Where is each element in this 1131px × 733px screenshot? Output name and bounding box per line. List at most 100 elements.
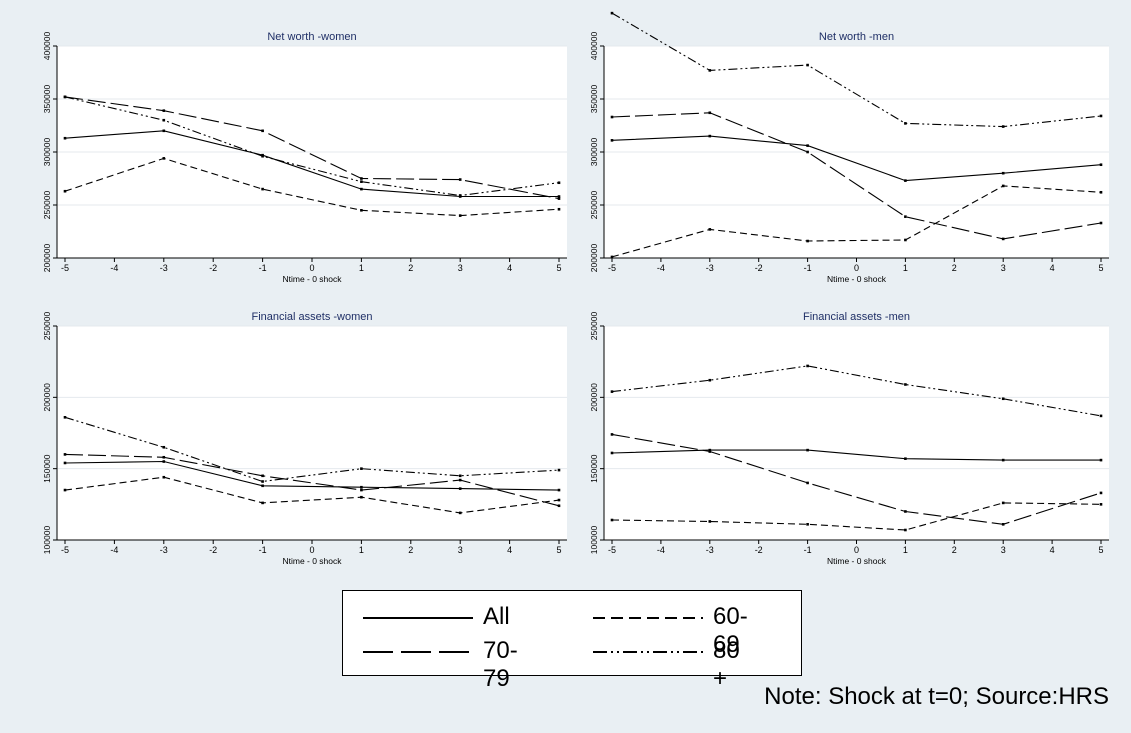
panel-3: Financial assets -women -5 -4 -3 -2 -1 0 1 2 3 4 5 N… [42, 311, 567, 566]
panel-2-series-80-plus-point [806, 63, 809, 67]
panel-4-x-tick-label: -3 [706, 545, 714, 555]
panel-3-series-70-79-point [458, 478, 462, 482]
panel-3-series-all-point [557, 488, 561, 492]
panel-4-series-80-plus-point [1001, 397, 1005, 401]
legend-label-80-plus: 80 + [713, 637, 740, 692]
panel-4-series-60-69-point [1099, 503, 1103, 506]
panel-1-x-tick-label: -5 [61, 263, 69, 273]
panel-4-series-all-point [1099, 458, 1103, 462]
panel-4-series-80-plus-line [611, 365, 1102, 417]
panel-2-y-tick-label: 200000 [589, 244, 599, 273]
panel-1-series-all-point [360, 187, 363, 191]
panel-3-series-all-point [261, 484, 264, 488]
panel-1-x-tick-label: 3 [458, 263, 463, 273]
panel-3-x-tick-label: -2 [209, 545, 217, 555]
panel-4-series-all-point [806, 448, 809, 452]
panel-2-x-tick-label: 0 [854, 263, 859, 273]
panel-1-y-tick-label: 350000 [42, 85, 52, 114]
panel-4-series-70-79-point [1099, 491, 1103, 495]
panel-3-series-70-79-point [360, 488, 363, 492]
panel-1-series-60-69-point [261, 187, 264, 191]
panel-1-series-70-79-point [360, 177, 363, 180]
panel-3-x-tick-label: 5 [556, 545, 561, 555]
panel-4-x-axis-label: Ntime - 0 shock [827, 556, 887, 566]
panel-3-series-60-69-point [162, 475, 166, 479]
panel-4-series-80-plus-point [904, 383, 907, 386]
panel-3-series-70-79-point [261, 474, 264, 478]
panel-1-series-60-69-point [360, 209, 363, 212]
panel-3-x-axis-label: Ntime - 0 shock [282, 556, 342, 566]
panel-3-series-60-69-point [360, 495, 363, 499]
panel-4-x-tick-label: 0 [854, 545, 859, 555]
panel-2-x-tick-label: 1 [903, 263, 908, 273]
panel-4-y-tick-label: 250000 [589, 312, 599, 341]
panel-1-series-70-79-point [458, 178, 462, 181]
panel-2-x-tick-label: 4 [1050, 263, 1055, 273]
panel-3-series-80-plus-point [63, 416, 67, 419]
panel-3-series-80-plus-point [261, 480, 264, 483]
panel-3-series-60-69-point [557, 498, 561, 502]
panel-4-series-60-69-point [610, 518, 614, 522]
legend-swatch-80-plus [593, 651, 703, 653]
panel-4-series-all-line [611, 449, 1101, 461]
panel-1-series-70-79-line [64, 96, 560, 200]
panel-4-title: Financial assets -men [803, 311, 910, 323]
legend-label-all: All [483, 603, 510, 630]
panel-1-series-80-plus-point [557, 181, 561, 185]
panel-3-series-60-69-point [458, 511, 462, 515]
panel-3-series-all-point [360, 485, 363, 489]
panel-2-series-all-point [708, 134, 712, 138]
panel-4-x-tick-label: 3 [1001, 545, 1006, 555]
panel-2-series-70-79-point [610, 115, 614, 119]
panel-1-x-tick-label: 4 [507, 263, 512, 273]
source-note: Note: Shock at t=0; Source:HRS [764, 683, 1109, 710]
panel-2-series-60-69-point [806, 239, 809, 243]
panel-4-series-70-79-point [904, 510, 907, 513]
panel-2-x-tick-label: -3 [706, 263, 714, 273]
panel-4-x-tick-label: -5 [608, 545, 616, 555]
panel-2-x-tick-label: -1 [804, 263, 812, 273]
panel-4-series-70-79-point [610, 433, 614, 436]
panel-3-series-all-point [458, 487, 462, 490]
panel-1-series-60-69-line [64, 157, 560, 217]
panel-1-x-axis-label: Ntime - 0 shock [282, 274, 342, 284]
panel-2-x-tick-label: 2 [952, 263, 957, 273]
panel-2-series-70-79-point [806, 150, 809, 154]
legend-swatch-all [363, 617, 473, 619]
panel-4-series-70-79-point [1001, 523, 1005, 526]
panel-2-x-tick-label: 3 [1001, 263, 1006, 273]
panel-2-x-tick-label: -2 [755, 263, 763, 273]
panel-3-series-80-plus-point [458, 474, 462, 478]
panel-4-series-70-79-line [611, 433, 1102, 525]
panel-3-y-tick-label: 100000 [42, 526, 52, 555]
panel-4-plot-area [604, 326, 1109, 540]
legend-label-70-79: 70-79 [483, 637, 518, 692]
panel-3-x-tick-label: -1 [259, 545, 267, 555]
legend-swatch-60-69 [593, 617, 703, 619]
panel-1-x-tick-label: -3 [160, 263, 168, 273]
panel-3-series-70-79-point [63, 453, 67, 456]
panel-4-series-60-69-point [708, 520, 712, 523]
panel-4-series-70-79-point [708, 450, 712, 453]
panel-4-series-80-plus-point [806, 364, 809, 368]
panel-3-series-all-point [162, 460, 166, 463]
panel-2: Net worth -men -5 -4 -3 -2 -1 0 1 2 3 4 5 Ntime - 0 … [589, 11, 1109, 284]
panel-2-series-70-79-point [708, 111, 712, 115]
panel-1-x-tick-label: 5 [556, 263, 561, 273]
panel-2-series-60-69-point [610, 255, 614, 259]
panel-3-x-tick-label: 2 [408, 545, 413, 555]
panel-3-y-tick-label: 200000 [42, 383, 52, 412]
panel-2-title: Net worth -men [819, 31, 894, 43]
panel-4-series-60-69-point [904, 528, 907, 532]
panel-3-series-all-line [64, 460, 560, 491]
panel-2-series-80-plus-line [611, 12, 1102, 128]
panel-1-x-tick-label: -4 [110, 263, 118, 273]
panel-3-x-tick-label: 0 [309, 545, 314, 555]
panel-2-series-60-69-line [611, 185, 1102, 258]
panel-3-x-tick-label: 3 [458, 545, 463, 555]
panel-4-y-tick-label: 200000 [589, 383, 599, 412]
panel-1-x-tick-label: -1 [259, 263, 267, 273]
panel-1-y-tick-label: 300000 [42, 138, 52, 167]
panel-2-series-80-plus-point [904, 122, 907, 125]
